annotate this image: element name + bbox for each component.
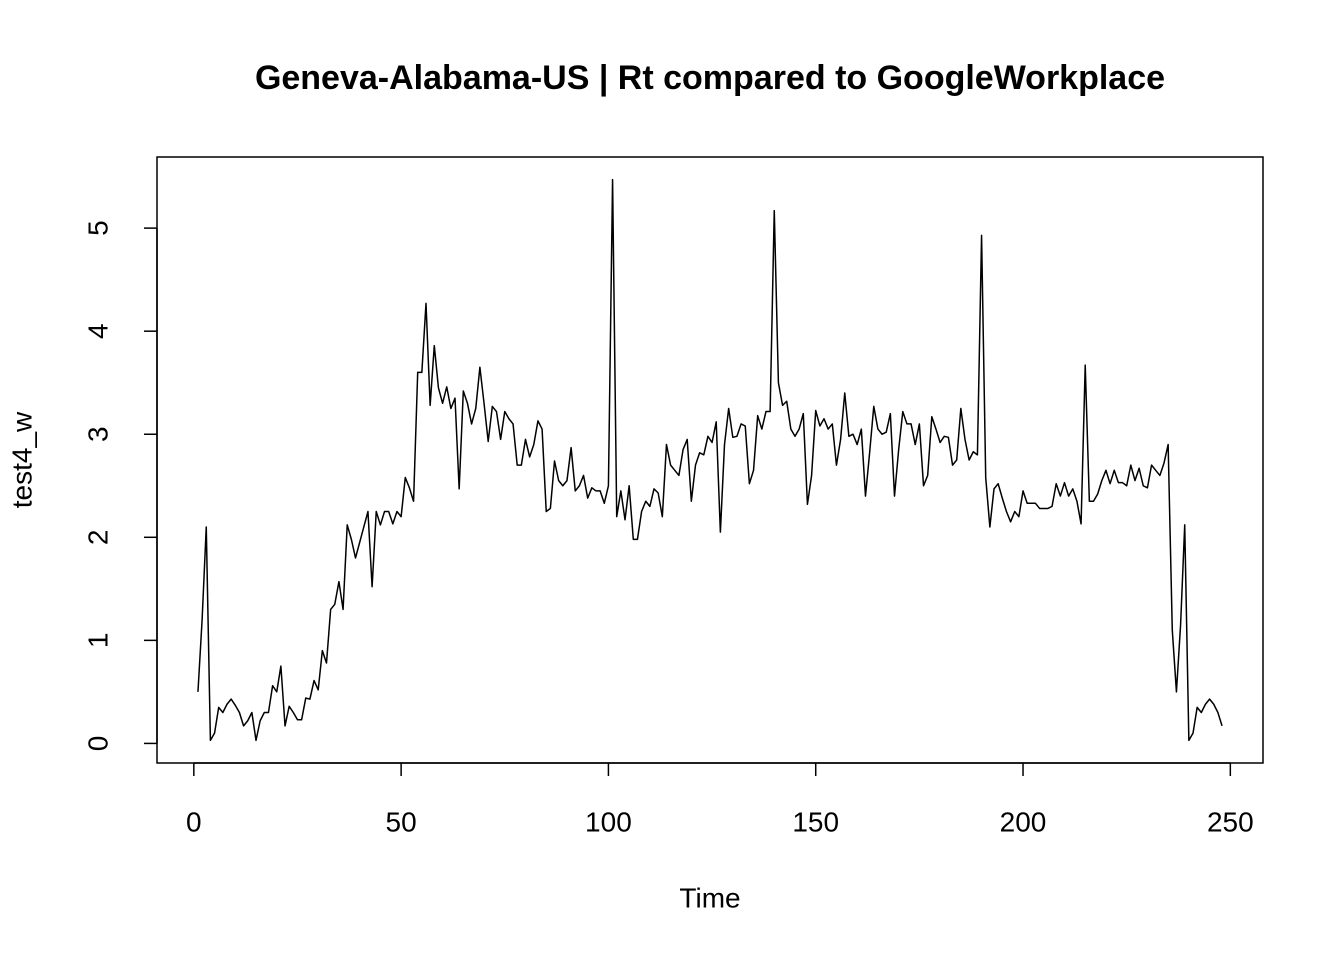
x-tick-label: 150 [792, 806, 839, 837]
y-tick-label: 2 [82, 530, 113, 546]
x-tick-label: 250 [1207, 806, 1254, 837]
plot-frame [156, 156, 1264, 764]
chart-title: Geneva-Alabama-US | Rt compared to Googl… [255, 59, 1165, 97]
x-tick-label: 200 [1000, 806, 1047, 837]
data-line [197, 178, 1223, 742]
y-tick-label: 3 [82, 426, 113, 442]
x-axis-label: Time [679, 882, 740, 913]
y-tick-label: 1 [82, 633, 113, 649]
x-tick-label: 0 [186, 806, 202, 837]
y-tick-label: 4 [82, 323, 113, 339]
x-tick-label: 100 [585, 806, 632, 837]
y-axis-label: test4_w [6, 411, 37, 508]
x-tick-label: 50 [386, 806, 417, 837]
y-tick-label: 0 [82, 736, 113, 752]
y-tick-label: 5 [82, 220, 113, 236]
